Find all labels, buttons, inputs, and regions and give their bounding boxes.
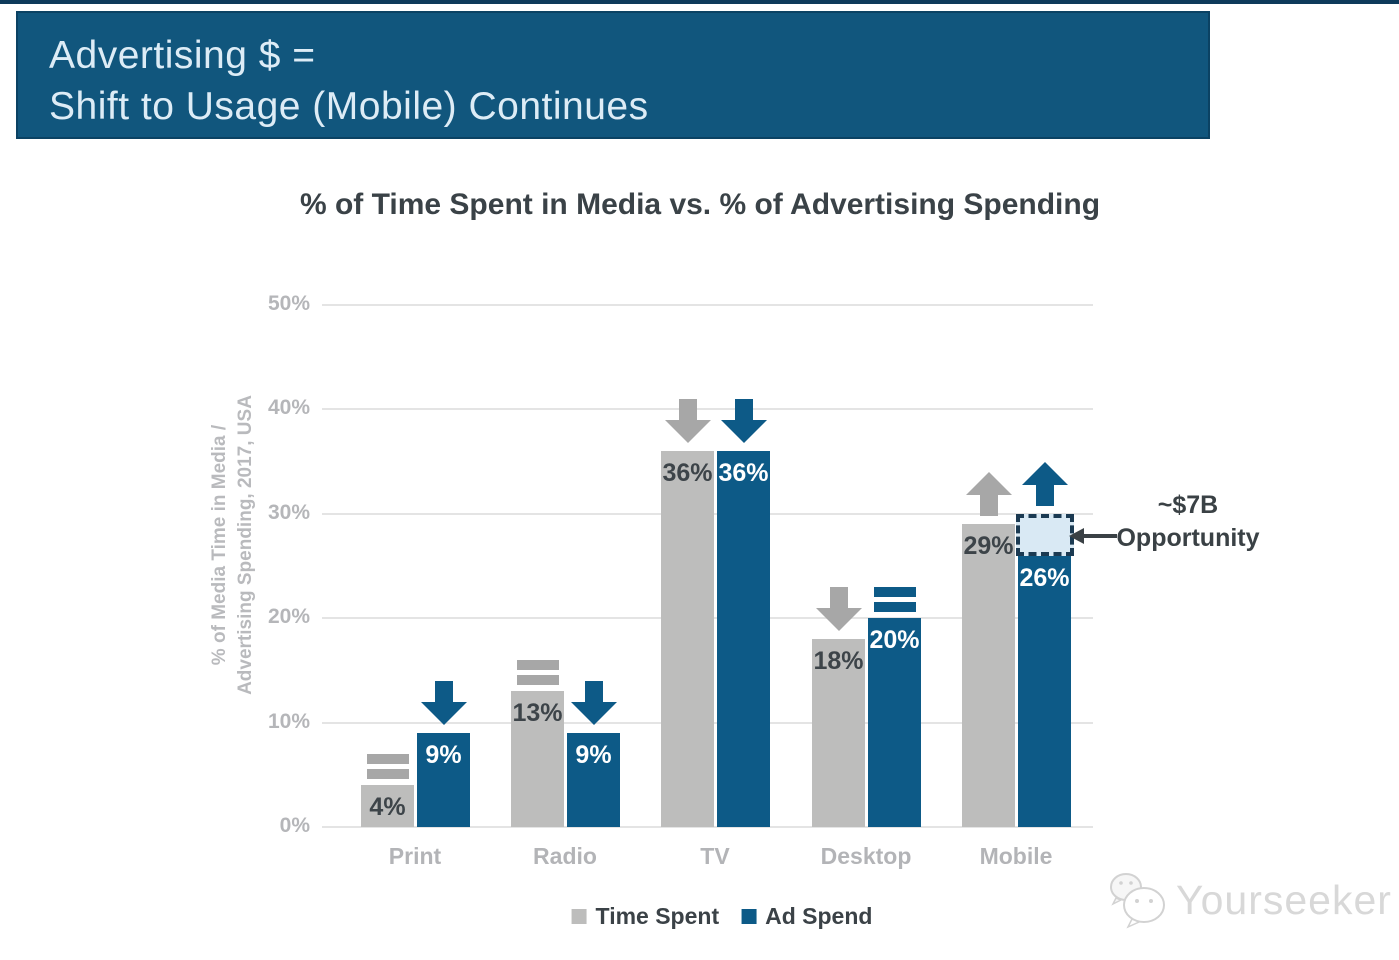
category-label: Radio [533,843,597,869]
bar-value-label: 36% [662,459,713,488]
trend-arrow-down-icon [720,399,767,444]
y-tick-label: 40% [267,396,310,420]
category-label: TV [700,843,730,869]
legend-item: Time Spent [571,903,720,930]
bar-value-label: 18% [813,647,864,676]
legend-label: Time Spent [595,903,720,929]
watermark: Yourseeker [1106,870,1392,930]
header-line1: Advertising $ = [49,34,316,77]
bar-value-label: 26% [1019,563,1070,592]
top-border [0,0,1399,4]
annotation-arrow-left-icon [1069,528,1084,544]
bar-time-spent: 13% [511,691,564,827]
legend: Time Spent Ad Spend [571,903,872,930]
bar-time-spent: 36% [661,451,714,827]
gridline [322,826,1093,828]
annotation-line1: ~$7B [1157,491,1219,519]
trend-equals-icon [873,587,916,613]
bar-ad-spend: 9% [567,733,620,827]
bar-value-label: 9% [575,741,612,770]
wechat-icon [1110,873,1165,929]
bar-ad-spend: 26% [1018,555,1071,827]
bar-value-label: 4% [369,793,406,822]
legend-item: Ad Spend [741,903,872,930]
slide-header: Advertising $ = Shift to Usage (Mobile) … [16,11,1210,139]
y-axis-label: % of Media Time in Media / Advertising S… [207,395,259,695]
watermark-text: Yourseeker [1176,876,1392,923]
header-line2: Shift to Usage (Mobile) Continues [49,85,649,128]
y-tick-label: 50% [267,292,310,315]
trend-arrow-down-icon [664,399,711,444]
bar-value-label: 9% [425,741,462,770]
bar-ad-spend: 20% [868,618,921,827]
bar-ad-spend: 9% [417,733,470,827]
bar-value-label: 20% [869,626,920,655]
y-tick-label: 10% [267,709,310,733]
y-tick-label: 30% [267,500,310,524]
y-tick-label: 20% [267,605,310,629]
bar-time-spent: 18% [812,639,865,827]
opportunity-annotation: ~$7B Opportunity [1113,489,1263,555]
gridline [322,304,1093,306]
bar-time-spent: 4% [361,785,414,827]
trend-arrow-down-icon [420,681,467,726]
annotation-line2: Opportunity [1116,524,1260,552]
chart-title: % of Time Spent in Media vs. % of Advert… [299,188,1101,221]
opportunity-box [1016,513,1074,556]
legend-swatch [741,909,757,924]
bar-value-label: 13% [512,699,563,728]
trend-arrow-down-icon [815,587,862,632]
bar-value-label: 36% [718,459,769,488]
bar-value-label: 29% [963,532,1014,561]
gridline [322,408,1093,411]
legend-label: Ad Spend [765,903,873,929]
trend-arrow-up-icon [965,472,1012,517]
category-label: Print [388,843,442,869]
y-axis-label-line2: Advertising Spending, 2017, USA [235,395,256,695]
category-label: Desktop [820,843,912,869]
y-axis-label-line1: % of Media Time in Media / [209,424,230,666]
trend-equals-icon [516,660,559,686]
category-label: Mobile [979,843,1053,869]
bar-ad-spend: 36% [717,451,770,827]
annotation-arrow-shaft [1083,534,1117,538]
y-tick-label: 0% [279,814,310,837]
trend-arrow-down-icon [570,681,617,726]
trend-equals-icon [366,754,409,780]
legend-swatch [571,909,587,924]
bar-time-spent: 29% [962,524,1015,827]
trend-arrow-up-icon [1021,461,1068,506]
